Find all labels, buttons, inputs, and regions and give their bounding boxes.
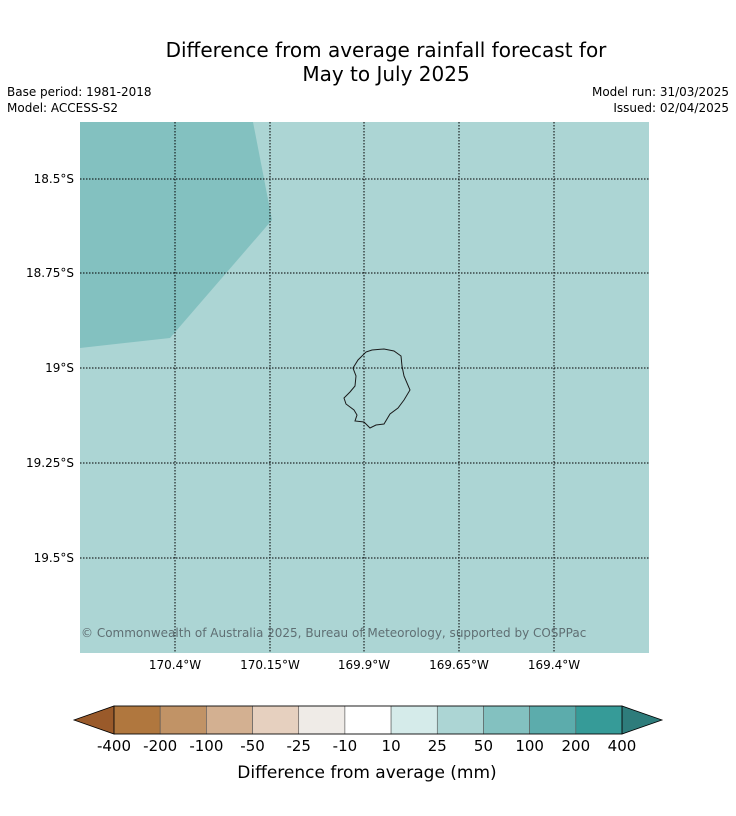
colorbar-label: -25 [286,737,311,755]
colorbar-label: -400 [97,737,131,755]
meta-right: Model run: 31/03/2025 Issued: 02/04/2025 [592,84,729,116]
island-outline [343,348,411,429]
lat-tick-label: 19.5°S [34,551,74,565]
title-line-2: May to July 2025 [302,62,470,86]
colorbar-swatch [159,705,207,735]
colorbar-title: Difference from average (mm) [237,763,496,783]
colorbar-swatch [252,705,300,735]
lon-tick-label: 169.9°W [338,658,390,672]
colorbar-extend-high [621,705,664,735]
colorbar-label: 25 [428,737,447,755]
title-line-1: Difference from average rainfall forecas… [165,38,607,62]
lat-tick-label: 19°S [45,361,74,375]
base-period: Base period: 1981-2018 [7,85,152,99]
colorbar-label: -50 [240,737,265,755]
colorbar-label: 100 [515,737,544,755]
colorbar-label: -10 [333,737,358,755]
colorbar-label: 50 [474,737,493,755]
colorbar-swatch [344,705,392,735]
colorbar-label: -200 [143,737,177,755]
meta-left: Base period: 1981-2018 Model: ACCESS-S2 [7,84,152,116]
copyright-notice: © Commonwealth of Australia 2025, Bureau… [81,626,586,640]
lon-tick-label: 170.15°W [240,658,300,672]
gridlines [80,122,649,653]
issued-date: Issued: 02/04/2025 [613,101,729,115]
lon-tick-labels: 170.4°W 170.15°W 169.9°W 169.65°W 169.4°… [149,658,580,672]
lat-tick-labels: 18.5°S 18.75°S 19°S 19.25°S 19.5°S [26,172,74,565]
colorbar-swatch [298,705,346,735]
model-run: Model run: 31/03/2025 [591,85,729,99]
colorbar-swatch [575,705,623,735]
colorbar-outline [113,705,623,735]
lat-tick-label: 18.75°S [26,266,74,280]
model-name: Model: ACCESS-S2 [7,101,119,115]
colorbar-swatch [113,705,161,735]
colorbar-label: 200 [561,737,590,755]
lon-tick-label: 169.4°W [528,658,580,672]
lat-tick-label: 19.25°S [26,456,74,470]
colorbar: -400 -200 -100 -50 -25 -10 10 25 50 100 200 400 [72,705,664,755]
colorbar-swatch [206,705,253,735]
colorbar-swatch [436,705,484,735]
colorbar-swatch [390,705,438,735]
lon-tick-label: 169.65°W [429,658,489,672]
lon-tick-label: 170.4°W [149,658,201,672]
colorbar-swatch [529,705,577,735]
colorbar-swatch [483,705,530,735]
colorbar-label: -100 [189,737,223,755]
colorbar-extend-low [72,705,115,735]
map-panel: © Commonwealth of Australia 2025, Bureau… [80,122,649,653]
map-title: Difference from average rainfall forecas… [0,38,736,86]
colorbar-label: 400 [608,737,637,755]
colorbar-label: 10 [382,737,401,755]
lat-tick-label: 18.5°S [34,172,74,186]
